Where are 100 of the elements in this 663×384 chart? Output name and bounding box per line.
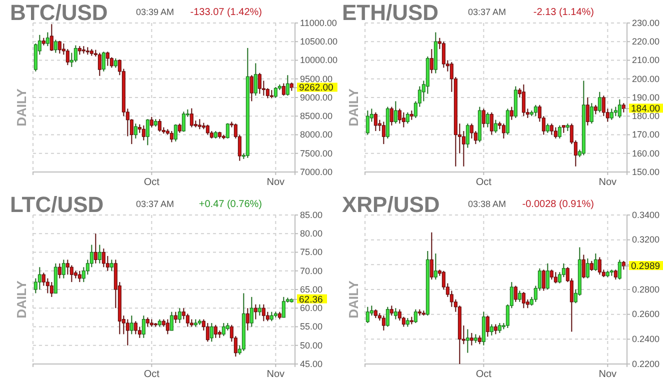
candlestick [550, 269, 554, 280]
candlestick [146, 316, 150, 328]
y-tick-label: 190.00 [632, 92, 660, 102]
candlestick [250, 296, 254, 328]
y-tick-label: 160.00 [632, 148, 660, 158]
text: -133.07 (1.42%) [190, 7, 262, 18]
candlestick [462, 130, 466, 167]
annotation: 9262.00 [299, 82, 334, 94]
x-tick-label: Nov [266, 369, 285, 380]
text: 03:38 AM [468, 199, 506, 209]
y-tick-label: 50.00 [300, 340, 323, 350]
candlestick [174, 311, 178, 324]
candlestick [430, 48, 434, 74]
candlestick [594, 104, 598, 115]
annotation: 62.36 [299, 294, 323, 306]
chart-title: XRP/USD [342, 192, 440, 217]
y-axis-title: DAILY [346, 280, 361, 318]
candlestick [550, 123, 554, 136]
candlestick [398, 108, 402, 124]
candlestick [282, 82, 286, 96]
candlestick [598, 256, 602, 276]
x-tick-label: Oct [476, 369, 492, 380]
text: 03:39 AM [136, 7, 174, 17]
candlestick [586, 258, 590, 279]
y-tick-label: 9500.00 [300, 74, 333, 84]
candlestick [102, 51, 106, 72]
y-tick-label: 8000.00 [300, 130, 333, 140]
y-tick-label: 0.2400 [632, 334, 660, 344]
y-tick-label: 75.00 [300, 247, 323, 258]
candlestick [614, 106, 618, 117]
y-tick-label: 45.00 [300, 358, 323, 369]
candlestick [98, 244, 102, 264]
candlestick [518, 290, 522, 302]
candlestick [390, 106, 394, 126]
y-tick-label: 0.2600 [632, 309, 660, 320]
candlestick [546, 123, 550, 134]
candlestick [150, 116, 154, 128]
candlestick [166, 318, 170, 335]
candlestick [266, 311, 270, 322]
candlestick [406, 112, 410, 124]
candlestick [582, 254, 586, 279]
y-tick-label: 0.3400 [632, 210, 660, 220]
y-axis-title: DAILY [14, 88, 29, 126]
candlestick [466, 123, 470, 148]
candlestick [250, 74, 254, 102]
candlestick [494, 324, 498, 335]
candlestick [522, 84, 526, 117]
candlestick [414, 308, 418, 324]
candlestick [190, 108, 194, 128]
candlestick [258, 72, 262, 94]
candlestick [286, 74, 290, 96]
candlestick [110, 259, 114, 272]
candlestick [226, 122, 230, 139]
candlestick [174, 124, 178, 142]
candlestick [106, 51, 110, 66]
y-tick-label: 9000.00 [300, 92, 333, 102]
x-tick-label: Oct [476, 177, 492, 188]
text: -0.0028 (0.91%) [522, 199, 594, 210]
candlestick [254, 62, 258, 96]
candlestick [170, 130, 174, 143]
y-tick-label: 230.00 [632, 18, 660, 28]
candlestick [266, 88, 270, 99]
candlestick [38, 266, 42, 290]
candlestick [610, 108, 614, 120]
candlestick [262, 304, 266, 322]
candlestick [534, 104, 538, 117]
x-tick-label: Nov [598, 177, 617, 188]
y-tick-label: 0.3200 [632, 234, 660, 245]
y-tick-label: 150.00 [632, 166, 660, 177]
candlestick [486, 112, 490, 128]
candlestick [158, 118, 162, 132]
candlestick [186, 313, 190, 328]
candlestick [554, 126, 558, 139]
candlestick [198, 118, 202, 130]
candlestick [490, 112, 494, 136]
text: 03:37 AM [468, 7, 506, 17]
candlestick [382, 315, 386, 331]
candlestick [510, 106, 514, 120]
candlestick [138, 326, 142, 338]
candlestick [46, 278, 50, 294]
y-tick-label: 60.00 [300, 303, 323, 314]
candlestick [130, 315, 134, 335]
candlestick [182, 111, 186, 132]
candlestick [206, 124, 210, 136]
y-tick-label: 200.00 [632, 74, 660, 84]
x-tick-label: Oct [144, 369, 160, 380]
y-tick-label: 10000.00 [300, 55, 338, 66]
candlestick [94, 233, 98, 264]
chart-title: LTC/USD [10, 192, 104, 217]
candlestick [274, 86, 278, 98]
candlestick [490, 324, 494, 336]
candlestick [482, 108, 486, 128]
candlestick [498, 322, 502, 334]
candlestick [466, 328, 470, 354]
chart-title: ETH/USD [342, 0, 439, 25]
y-tick-label: 7500.00 [300, 148, 333, 158]
candlestick [78, 270, 82, 283]
candlestick [470, 332, 474, 346]
candlestick [46, 32, 50, 47]
candlestick [402, 112, 406, 128]
